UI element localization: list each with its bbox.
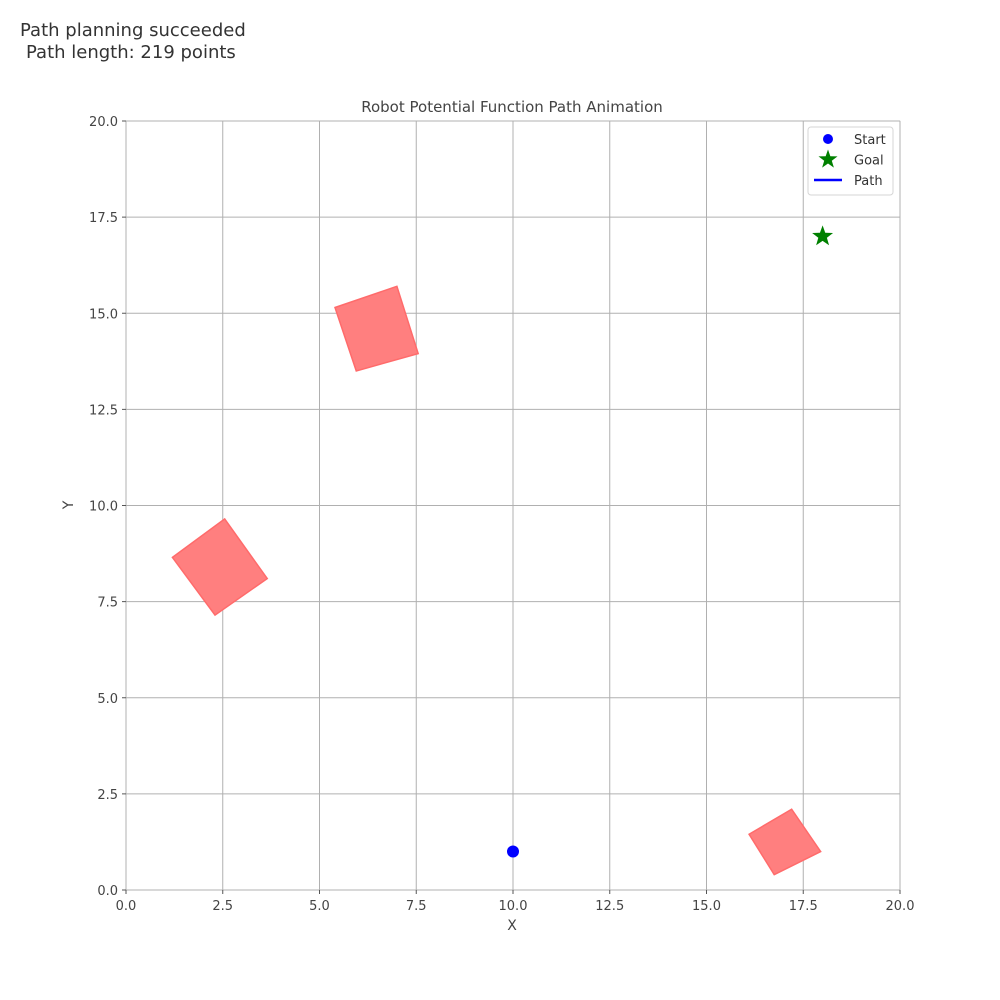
legend-label: Path: [854, 174, 883, 189]
legend-label: Start: [854, 133, 886, 148]
legend: Start Goal Path: [807, 126, 894, 196]
y-tick-label: 5.0: [97, 692, 118, 707]
marker-layer: [507, 225, 834, 858]
y-tick-label: 20.0: [89, 115, 118, 130]
y-tick-label: 2.5: [97, 788, 118, 803]
legend-goal-marker: [818, 149, 838, 168]
start-marker: [507, 845, 519, 858]
x-tick-label: 20.0: [886, 899, 915, 914]
chart-title: Robot Potential Function Path Animation: [361, 98, 663, 116]
obstacle: [748, 808, 822, 876]
x-tick-label: 5.0: [309, 899, 330, 914]
tick-layer: 0.0 2.5 5.0 7.5 10.0 12.5 15.0 17.5 20.0 0.0 2.5 5.…: [89, 115, 914, 914]
y-tick-label: 12.5: [89, 403, 118, 418]
status-line-2: Path length: 219 points: [26, 42, 236, 63]
obstacle: [171, 517, 269, 617]
status-line-1: Path planning succeeded: [20, 20, 246, 41]
x-tick-label: 7.5: [406, 899, 427, 914]
x-tick-label: 15.0: [692, 899, 721, 914]
x-tick-label: 10.0: [499, 899, 528, 914]
obstacle-layer: [171, 285, 822, 876]
x-tick-label: 17.5: [789, 899, 818, 914]
x-tick-label: 2.5: [212, 899, 233, 914]
x-axis-label: X: [507, 918, 517, 934]
grid-layer: [125, 120, 901, 891]
y-tick-label: 10.0: [89, 500, 118, 515]
goal-marker: [812, 225, 834, 246]
x-tick-label: 12.5: [595, 899, 624, 914]
y-tick-label: 7.5: [97, 596, 118, 611]
y-tick-label: 0.0: [97, 884, 118, 899]
legend-label: Goal: [854, 154, 884, 169]
x-tick-label: 0.0: [116, 899, 137, 914]
legend-box: [807, 126, 894, 196]
y-axis-label: Y: [61, 500, 77, 510]
status-text: Path planning succeeded Path length: 219…: [20, 20, 246, 64]
legend-start-marker: [823, 134, 833, 144]
y-tick-label: 15.0: [89, 307, 118, 322]
y-tick-label: 17.5: [89, 211, 118, 226]
obstacle: [334, 285, 420, 372]
